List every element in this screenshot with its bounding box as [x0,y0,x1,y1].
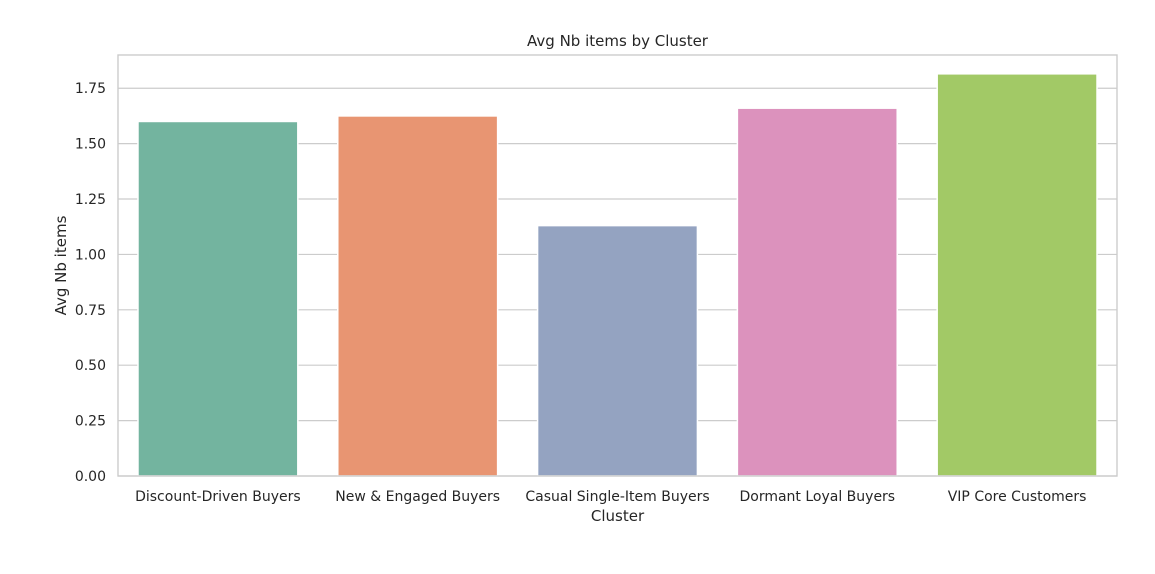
x-tick-label: Discount-Driven Buyers [135,489,301,505]
y-tick-label: 0.00 [75,469,106,485]
bar [337,115,499,477]
chart-title: Avg Nb items by Cluster [527,32,709,50]
y-tick-label: 1.25 [75,192,106,208]
bar [536,224,699,477]
x-tick-labels: Discount-Driven Buyers New & Engaged Buye… [135,489,1086,505]
y-axis-title: Avg Nb items [52,215,70,315]
bar [137,120,299,477]
x-tick-label: New & Engaged Buyers [335,489,500,505]
y-tick-labels: 0.00 0.25 0.50 0.75 1.00 1.25 1.50 1.75 [75,81,106,485]
x-tick-label: Casual Single-Item Buyers [525,489,709,505]
x-tick-label: VIP Core Customers [948,489,1087,505]
y-tick-label: 0.25 [75,414,106,430]
plot-frame [117,54,1118,477]
y-tick-label: 0.75 [75,303,106,319]
bar [736,107,898,477]
y-tick-label: 1.00 [75,247,106,263]
x-axis-title: Cluster [591,507,645,525]
x-tick-label: Dormant Loyal Buyers [739,489,895,505]
y-tick-label: 1.50 [75,137,106,153]
bar [936,73,1098,477]
bars [137,73,1098,477]
y-tick-label: 1.75 [75,81,106,97]
y-tick-label: 0.50 [75,358,106,374]
